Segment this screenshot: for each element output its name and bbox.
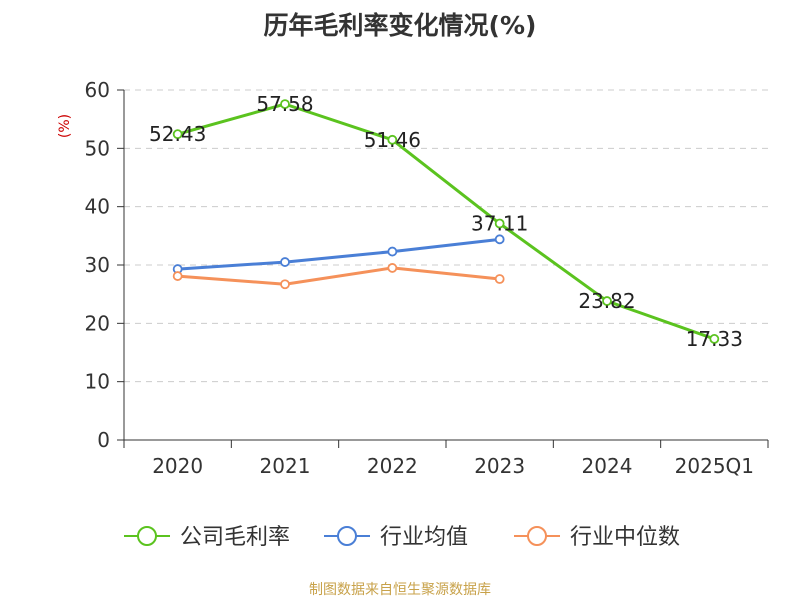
legend-label: 行业中位数: [570, 525, 680, 550]
data-label: 51.46: [364, 128, 421, 152]
data-point[interactable]: [387, 246, 398, 257]
legend-item[interactable]: 公司毛利率: [124, 525, 290, 550]
legend-item[interactable]: 行业均值: [324, 525, 468, 550]
data-point[interactable]: [280, 279, 290, 290]
data-point[interactable]: [709, 334, 720, 344]
data-point[interactable]: [387, 134, 398, 145]
data-label: 57.58: [256, 92, 313, 116]
data-label: 17.33: [686, 327, 743, 351]
y-tick-label: 0: [97, 428, 110, 452]
data-point[interactable]: [172, 129, 183, 140]
axes: 0 10 20 30 40 50 60 2020 2021 2022 2023 2024 2025Q1 (…: [57, 78, 769, 478]
series-line: [177, 102, 715, 341]
legend[interactable]: 公司毛利率 行业均值 行业中位数: [124, 525, 680, 550]
chart-title: 历年毛利率变化情况(%): [263, 11, 537, 40]
legend-marker: [137, 526, 157, 546]
source-note: 制图数据来自恒生聚源数据库: [309, 582, 491, 598]
data-point[interactable]: [494, 234, 505, 245]
y-tick-label: 10: [85, 370, 110, 394]
x-tick-label: 2025Q1: [675, 454, 754, 478]
data-label: 23.82: [578, 289, 635, 313]
x-tick-label: 2020: [152, 454, 203, 478]
y-tick-label: 30: [85, 253, 110, 277]
legend-marker: [527, 526, 547, 546]
data-label: 37.11: [471, 212, 528, 236]
data-point[interactable]: [494, 274, 505, 284]
legend-label: 公司毛利率: [180, 525, 290, 550]
x-tick-label: 2023: [474, 454, 525, 478]
legend-item[interactable]: 行业中位数: [514, 525, 680, 550]
x-tick-label: 2024: [582, 454, 633, 478]
data-point[interactable]: [494, 218, 505, 229]
x-tick-label: 2021: [260, 454, 311, 478]
y-axis-label: (%): [57, 114, 73, 138]
y-tick-label: 20: [85, 311, 110, 335]
legend-label: 行业均值: [380, 525, 468, 550]
data-point[interactable]: [280, 257, 290, 267]
data-point[interactable]: [602, 296, 612, 306]
series-line: [177, 237, 500, 271]
data-point[interactable]: [387, 263, 398, 273]
y-tick-label: 40: [85, 195, 110, 219]
y-tick-label: 50: [85, 136, 110, 160]
data-point[interactable]: [280, 99, 290, 110]
data-labels: 52.43 57.58 51.46 37.11 23.82 17.33: [149, 92, 743, 351]
data-label: 52.43: [149, 122, 206, 146]
grid-lines: [124, 89, 768, 383]
legend-marker: [337, 526, 357, 546]
series-line: [177, 266, 500, 286]
y-tick-label: 60: [85, 78, 110, 102]
data-point[interactable]: [172, 271, 183, 281]
series-lines: [172, 99, 720, 344]
x-tick-label: 2022: [367, 454, 418, 478]
